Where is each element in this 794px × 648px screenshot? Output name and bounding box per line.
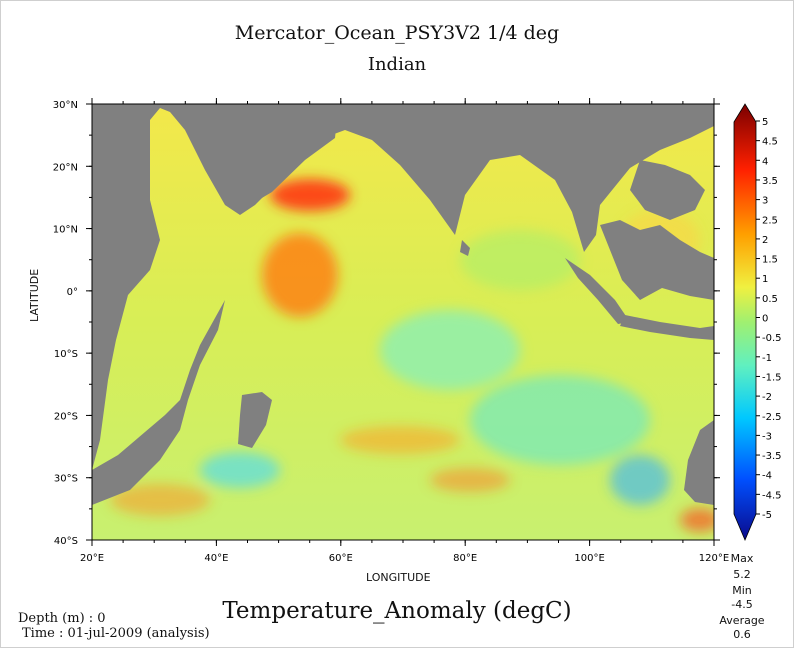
depth-label: Depth (m) : 0 <box>18 611 106 626</box>
y-axis-label: LATITUDE <box>28 268 41 322</box>
lon-tick-label: 40°E <box>204 553 228 564</box>
lon-tick-label: 80°E <box>453 553 477 564</box>
lon-tick-label: 100°E <box>574 553 604 564</box>
colorbar-tick-label: -0.5 <box>762 333 782 344</box>
map-plot: 20°E 40°E 60°E 80°E 100°E 120°E 30°N 20°N 10°N 0°… <box>53 98 782 564</box>
colorbar-tick-label: 3.5 <box>762 176 778 187</box>
colorbar-tick-label: 3 <box>762 196 768 207</box>
land-masses <box>92 104 714 505</box>
time-label: Time : 01-jul-2009 (analysis) <box>22 626 210 641</box>
axis-ticks: 20°E 40°E 60°E 80°E 100°E 120°E 30°N 20°N 10°N 0°… <box>53 98 729 564</box>
colorbar <box>733 103 757 542</box>
lat-tick-label: 10°S <box>54 349 78 360</box>
lon-tick-label: 20°E <box>80 553 104 564</box>
x-axis-label: LONGITUDE <box>366 571 431 584</box>
stat-max-label: Max <box>730 552 754 565</box>
map-title: Mercator_Ocean_PSY3V2 1/4 deg <box>234 22 560 44</box>
colorbar-tick-label: 0 <box>762 314 768 325</box>
colorbar-tick-label: -2.5 <box>762 412 782 423</box>
colorbar-tick-label: -2 <box>762 392 772 403</box>
colorbar-tick-label: 2 <box>762 235 768 246</box>
colorbar-tick-label: -4 <box>762 471 772 482</box>
colorbar-tick-label: 2.5 <box>762 215 778 226</box>
stat-min-label: Min <box>732 584 752 597</box>
colorbar-tick-label: -3 <box>762 431 772 442</box>
colorbar-tick-label: -1 <box>762 353 772 364</box>
variable-title: Temperature_Anomaly (degC) <box>222 598 572 624</box>
lon-tick-label: 120°E <box>699 553 729 564</box>
colorbar-tick-label: 1 <box>762 274 768 285</box>
colorbar-tick-label: 4 <box>762 156 768 167</box>
lat-tick-label: 30°N <box>53 100 78 111</box>
colorbar-tick-label: 1.5 <box>762 255 778 266</box>
stat-avg-value: 0.6 <box>733 628 751 641</box>
lat-tick-label: 10°N <box>53 225 78 236</box>
colorbar-tick-label: -4.5 <box>762 490 782 501</box>
colorbar-tick-label: 0.5 <box>762 294 778 305</box>
map-subtitle: Indian <box>367 54 427 75</box>
colorbar-tick-label: -3.5 <box>762 451 782 462</box>
stat-min-value: -4.5 <box>731 598 753 611</box>
colorbar-tick-label: -5 <box>762 510 772 521</box>
colorbar-ticks: 5 4.5 4 3.5 3 2.5 2 1.5 1 0.5 0 -0.5 -1 -1.5 -2 -2.5 -3 -… <box>756 117 782 521</box>
lat-tick-label: 20°N <box>53 162 78 173</box>
lat-tick-label: 0° <box>67 287 78 298</box>
colorbar-tick-label: 5 <box>762 117 768 128</box>
stat-avg-label: Average <box>719 614 765 627</box>
lat-tick-label: 30°S <box>54 474 78 485</box>
lon-tick-label: 60°E <box>329 553 353 564</box>
lat-tick-label: 20°S <box>54 411 78 422</box>
colorbar-tick-label: -1.5 <box>762 372 782 383</box>
colorbar-tick-label: 4.5 <box>762 137 778 148</box>
stat-max-value: 5.2 <box>733 568 751 581</box>
lat-tick-label: 40°S <box>54 536 78 547</box>
